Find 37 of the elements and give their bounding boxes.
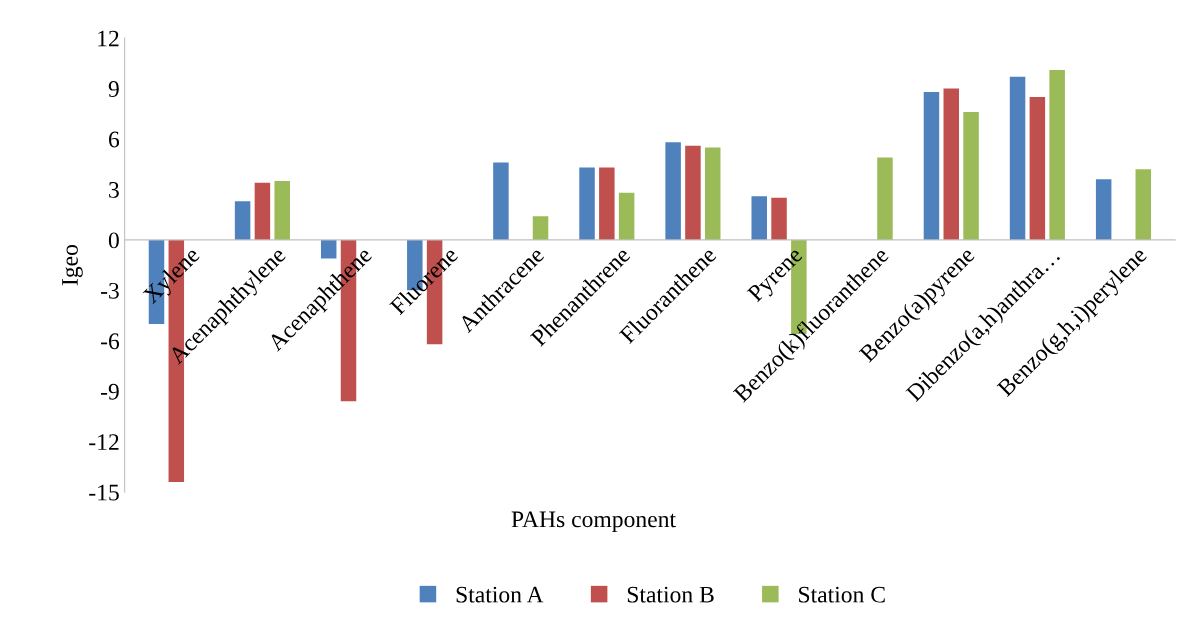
y-tick-label: -6: [100, 333, 120, 350]
bar: [532, 216, 549, 240]
y-tick-label: 6: [108, 131, 120, 148]
bar: [1029, 96, 1046, 240]
bar: [493, 162, 509, 240]
y-tick-label: 0: [108, 232, 119, 249]
bar: [1135, 169, 1152, 240]
x-axis-title: PAHs component: [511, 511, 676, 533]
bar: [963, 112, 979, 240]
y-tick-label: 3: [109, 182, 119, 198]
bar: [274, 181, 290, 240]
bar: [234, 201, 251, 240]
legend-label: Station A: [456, 586, 544, 603]
bar: [1049, 70, 1065, 240]
bar: [751, 196, 767, 240]
bar: [943, 88, 959, 240]
bar: [877, 157, 893, 240]
y-tick-label: -12: [89, 434, 119, 450]
y-tick-label: -9: [100, 383, 119, 400]
bar: [1009, 76, 1026, 240]
bar: [923, 91, 940, 240]
bar: [665, 142, 681, 240]
bar: [685, 145, 701, 240]
bar: [579, 167, 595, 240]
bar: [618, 192, 635, 240]
bar: [771, 197, 787, 240]
bar: [599, 167, 615, 240]
y-tick-label: -3: [100, 282, 119, 299]
y-tick-label: -15: [89, 484, 119, 501]
y-axis-title: Igeo: [62, 245, 83, 286]
bar: [704, 147, 721, 240]
legend-label: Station B: [627, 586, 714, 603]
bar: [1095, 179, 1112, 240]
legend-label: Station C: [799, 586, 885, 603]
y-tick-label: 9: [108, 81, 119, 97]
bar: [254, 182, 271, 240]
y-tick-label: 12: [98, 30, 119, 47]
